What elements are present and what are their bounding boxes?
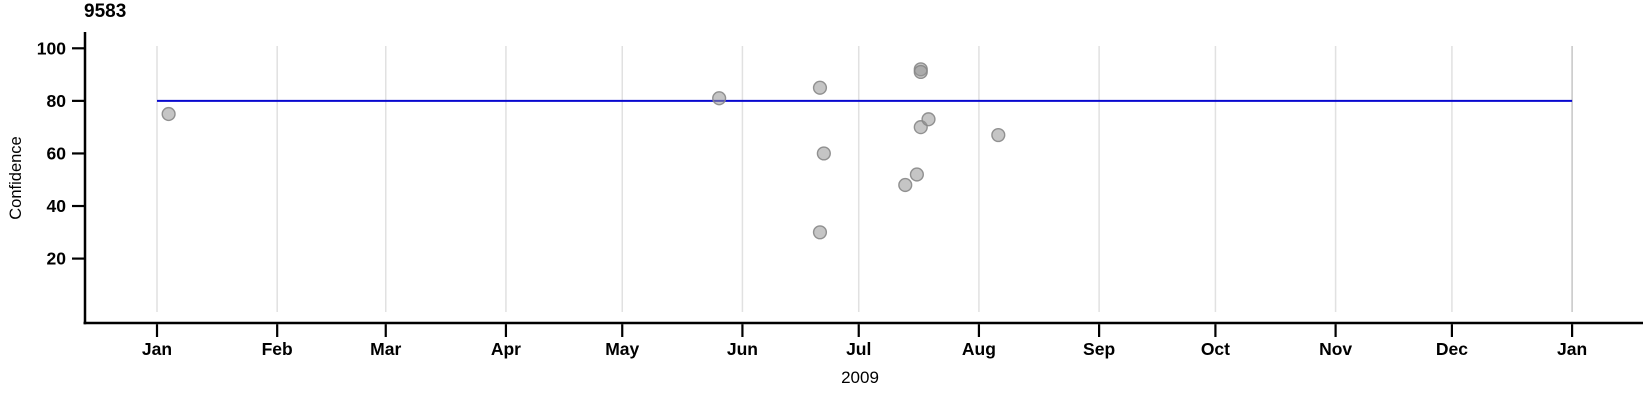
- y-tick-label: 20: [47, 249, 67, 269]
- x-tick-label: Mar: [370, 339, 401, 359]
- data-point: [909, 167, 924, 182]
- x-tick-label: Jan: [1557, 339, 1587, 359]
- x-tick-label: Aug: [962, 339, 996, 359]
- data-point: [991, 127, 1006, 143]
- x-tick-label: Feb: [262, 339, 293, 359]
- x-tick-label: Jan: [142, 339, 172, 359]
- y-tick-label: 40: [47, 196, 67, 216]
- data-point: [712, 91, 727, 106]
- x-tick-label: Apr: [491, 339, 521, 359]
- data-point: [913, 64, 928, 80]
- x-tick-label: May: [605, 339, 639, 359]
- page-title: 9583: [84, 1, 127, 22]
- data-point: [816, 146, 831, 161]
- y-axis-title: Confidence: [7, 136, 25, 220]
- data-point: [898, 177, 913, 193]
- data-point: [812, 225, 828, 240]
- x-tick-label: Jun: [727, 339, 758, 359]
- y-tick-label: 80: [47, 91, 67, 111]
- y-tick-label: 100: [37, 38, 66, 58]
- y-tick-label: 60: [47, 143, 67, 163]
- x-tick-label: Nov: [1319, 339, 1352, 359]
- data-point: [161, 106, 176, 122]
- x-axis-title: 2009: [841, 368, 879, 387]
- x-tick-label: Sep: [1083, 339, 1115, 359]
- x-tick-label: Oct: [1201, 339, 1230, 359]
- x-tick-label: Dec: [1436, 339, 1468, 359]
- x-tick-label: Jul: [846, 339, 871, 359]
- data-point: [812, 80, 828, 95]
- data-point: [921, 112, 936, 127]
